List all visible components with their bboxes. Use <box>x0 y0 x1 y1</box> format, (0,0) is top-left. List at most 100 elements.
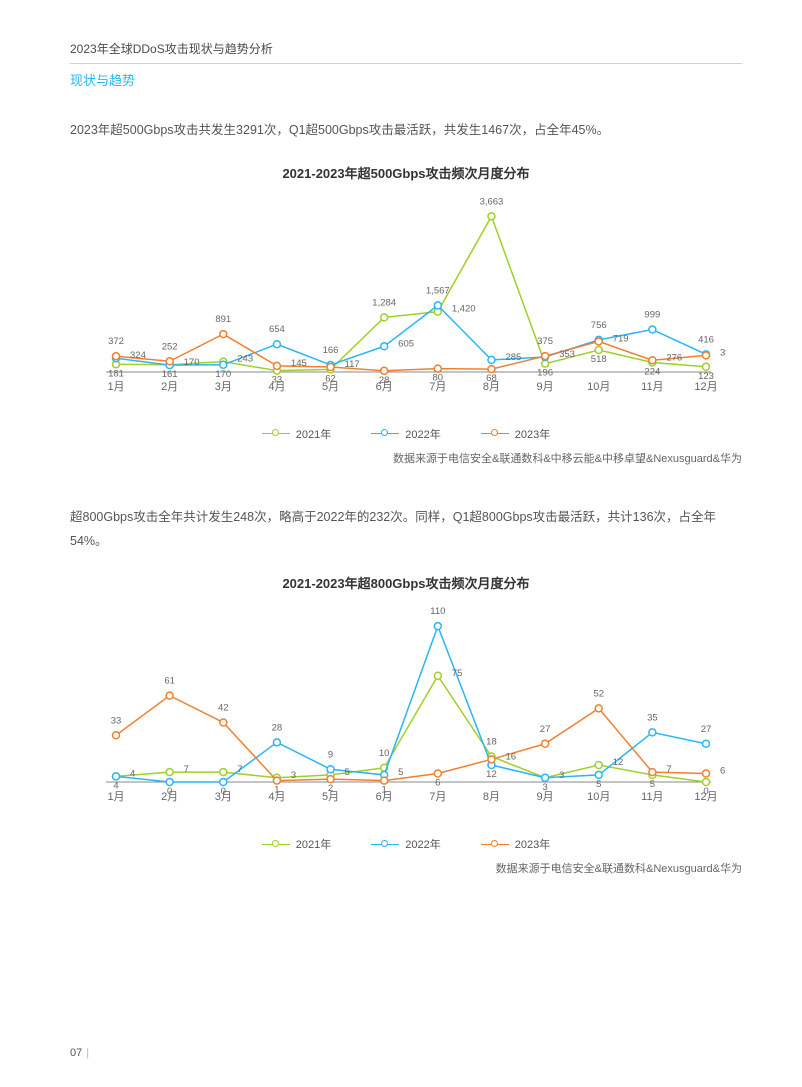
svg-text:2: 2 <box>328 783 333 794</box>
svg-text:42: 42 <box>218 703 229 714</box>
svg-text:11月: 11月 <box>641 791 663 803</box>
svg-text:61: 61 <box>164 676 175 687</box>
chart2-title: 2021-2023年超800Gbps攻击频次月度分布 <box>70 573 742 592</box>
svg-text:1,420: 1,420 <box>452 303 476 314</box>
svg-text:0: 0 <box>167 786 172 797</box>
svg-text:166: 166 <box>323 345 339 356</box>
svg-text:4: 4 <box>113 781 118 792</box>
svg-text:117: 117 <box>345 359 360 370</box>
chart1-title: 2021-2023年超500Gbps攻击频次月度分布 <box>70 163 742 182</box>
svg-text:196: 196 <box>537 367 553 378</box>
svg-text:123: 123 <box>698 371 714 382</box>
doc-title: 2023年全球DDoS攻击现状与趋势分析 <box>70 40 742 57</box>
svg-text:10: 10 <box>379 748 390 759</box>
svg-text:181: 181 <box>108 368 124 379</box>
svg-text:35: 35 <box>647 713 658 724</box>
svg-text:3: 3 <box>291 770 296 781</box>
chart1-svg: 1月2月3月4月5月6月7月8月9月10月11月12月1813243721701… <box>86 192 726 422</box>
svg-text:5: 5 <box>650 779 655 790</box>
svg-text:10月: 10月 <box>587 381 610 393</box>
svg-text:756: 756 <box>591 320 607 331</box>
legend-item-y2021: 2021年 <box>262 836 331 852</box>
svg-text:16: 16 <box>505 752 516 763</box>
svg-text:7: 7 <box>237 764 242 775</box>
svg-text:9月: 9月 <box>537 381 554 393</box>
svg-text:7: 7 <box>184 764 189 775</box>
svg-text:33: 33 <box>272 374 283 385</box>
svg-text:375: 375 <box>537 336 553 347</box>
chart2-intro: 超800Gbps攻击全年共计发生248次，略高于2022年的232次。同样，Q1… <box>70 506 742 554</box>
svg-text:27: 27 <box>701 724 712 735</box>
chart2-legend: 2021年2022年2023年 <box>70 836 742 852</box>
chart1-block: 2021-2023年超500Gbps攻击频次月度分布 1月2月3月4月5月6月7… <box>70 163 742 466</box>
svg-text:12: 12 <box>613 757 624 768</box>
legend-item-y2023: 2023年 <box>481 426 550 442</box>
svg-text:6: 6 <box>435 778 440 789</box>
chart2-svg: 1月2月3月4月5月6月7月8月9月10月11月12月4433706170423… <box>86 602 726 832</box>
svg-text:161: 161 <box>162 369 178 380</box>
svg-text:28: 28 <box>379 375 390 386</box>
svg-text:18: 18 <box>486 737 497 748</box>
svg-text:1月: 1月 <box>107 791 124 803</box>
svg-text:1月: 1月 <box>107 381 124 393</box>
svg-text:7月: 7月 <box>429 791 446 803</box>
chart2-block: 2021-2023年超800Gbps攻击频次月度分布 1月2月3月4月5月6月7… <box>70 573 742 876</box>
svg-text:891: 891 <box>215 314 231 325</box>
chart2-source: 数据来源于电信安全&联通数科&Nexusguard&华为 <box>70 860 742 876</box>
svg-text:0: 0 <box>221 786 226 797</box>
svg-text:224: 224 <box>644 366 660 377</box>
svg-text:10月: 10月 <box>587 791 610 803</box>
svg-text:52: 52 <box>593 689 604 700</box>
svg-text:7: 7 <box>666 764 671 775</box>
svg-text:9月: 9月 <box>537 791 554 803</box>
doc-subtitle: 现状与趋势 <box>70 70 742 89</box>
svg-text:243: 243 <box>237 353 253 364</box>
svg-text:416: 416 <box>698 334 714 345</box>
legend-item-y2022: 2022年 <box>371 426 440 442</box>
svg-text:5: 5 <box>398 767 403 778</box>
svg-text:654: 654 <box>269 324 285 335</box>
svg-text:324: 324 <box>130 350 146 361</box>
svg-text:372: 372 <box>108 336 124 347</box>
svg-text:5: 5 <box>596 779 601 790</box>
svg-text:3月: 3月 <box>215 381 232 393</box>
svg-text:392: 392 <box>720 347 726 358</box>
chart1-source: 数据来源于电信安全&联通数科&中移云能&中移卓望&Nexusguard&华为 <box>70 450 742 466</box>
svg-text:170: 170 <box>215 369 231 380</box>
svg-text:8月: 8月 <box>483 791 500 803</box>
svg-text:4: 4 <box>130 769 135 780</box>
svg-text:276: 276 <box>666 352 682 363</box>
svg-text:12月: 12月 <box>694 381 717 393</box>
svg-text:80: 80 <box>433 372 444 383</box>
svg-text:5: 5 <box>345 767 350 778</box>
svg-text:27: 27 <box>540 724 551 735</box>
svg-text:110: 110 <box>430 606 445 617</box>
svg-text:1: 1 <box>382 785 387 796</box>
legend-item-y2021: 2021年 <box>262 426 331 442</box>
svg-text:62: 62 <box>325 373 336 384</box>
svg-text:170: 170 <box>184 357 200 368</box>
svg-text:518: 518 <box>591 354 607 365</box>
svg-text:1,567: 1,567 <box>426 285 450 296</box>
svg-text:252: 252 <box>162 341 178 352</box>
svg-text:11月: 11月 <box>641 381 663 393</box>
svg-text:12: 12 <box>486 769 497 780</box>
svg-text:33: 33 <box>111 716 122 727</box>
svg-text:3: 3 <box>542 782 547 793</box>
svg-text:3: 3 <box>559 770 564 781</box>
svg-text:68: 68 <box>486 373 497 384</box>
svg-text:6: 6 <box>720 766 725 777</box>
page-number: 07| <box>70 1047 89 1059</box>
svg-text:3,663: 3,663 <box>480 196 504 207</box>
svg-text:719: 719 <box>613 333 629 344</box>
svg-text:1: 1 <box>274 785 279 796</box>
chart1-legend: 2021年 2022年 2023年 <box>70 426 742 442</box>
svg-text:285: 285 <box>505 352 521 363</box>
svg-text:9: 9 <box>328 750 333 761</box>
svg-text:2月: 2月 <box>161 381 178 393</box>
svg-text:145: 145 <box>291 358 307 369</box>
svg-text:1,284: 1,284 <box>372 297 396 308</box>
legend-item-y2022: 2022年 <box>371 836 440 852</box>
svg-text:0: 0 <box>703 786 708 797</box>
svg-text:605: 605 <box>398 338 414 349</box>
